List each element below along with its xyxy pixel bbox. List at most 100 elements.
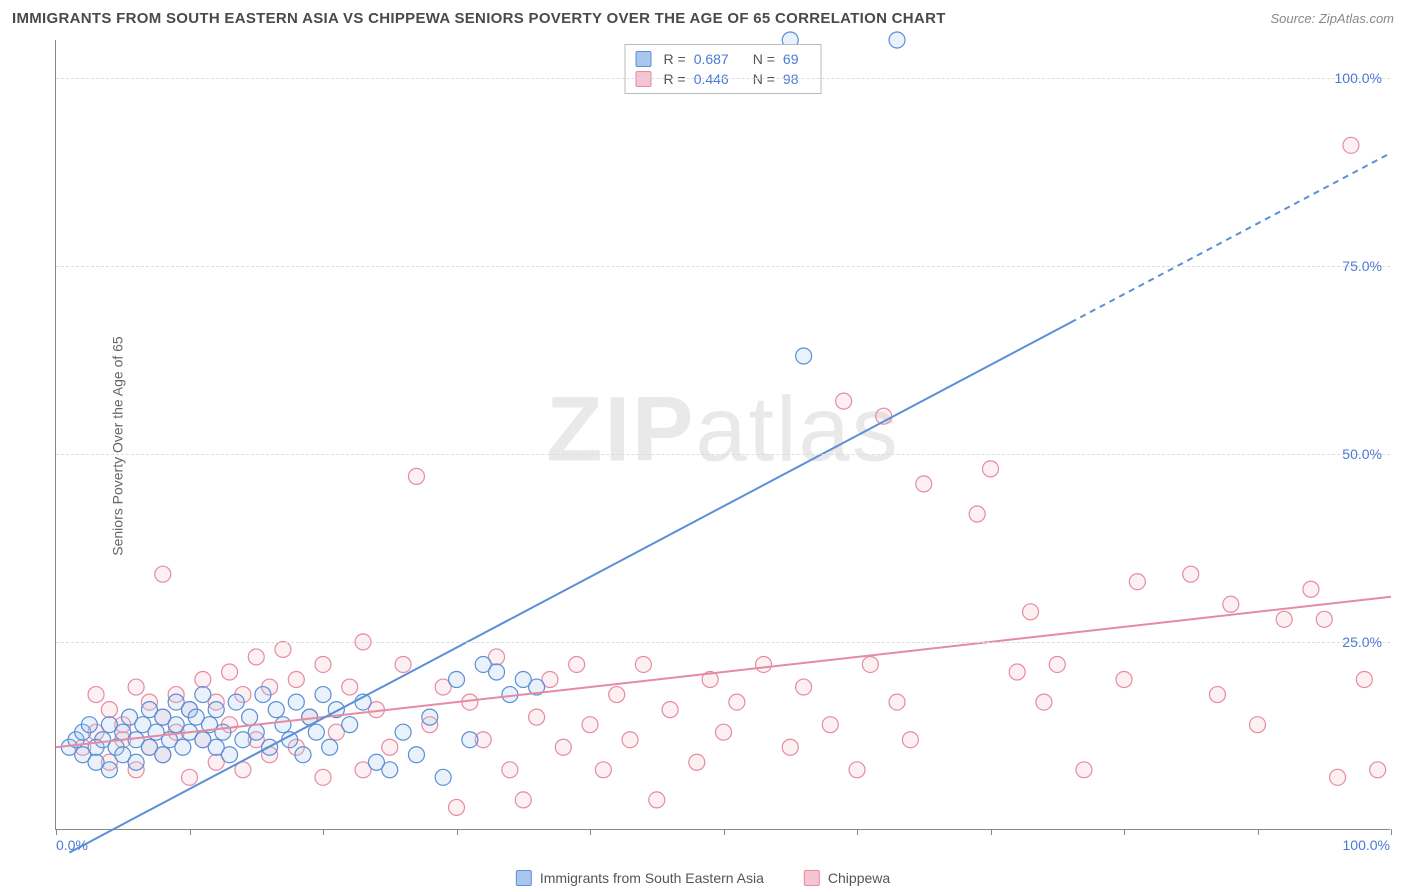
scatter-point	[689, 754, 705, 770]
scatter-point	[515, 792, 531, 808]
series1-swatch-bottom	[516, 870, 532, 886]
series2-n-value: 98	[783, 71, 799, 87]
scatter-point	[268, 702, 284, 718]
scatter-point	[916, 476, 932, 492]
n-label-2: N =	[753, 71, 775, 87]
scatter-point	[275, 717, 291, 733]
x-tick-mark	[590, 829, 591, 835]
scatter-point	[408, 468, 424, 484]
series2-swatch-bottom	[804, 870, 820, 886]
scatter-svg	[56, 40, 1390, 829]
scatter-point	[308, 724, 324, 740]
series2-r-value: 0.446	[694, 71, 729, 87]
bottom-legend: Immigrants from South Eastern Asia Chipp…	[516, 870, 890, 886]
scatter-point	[81, 717, 97, 733]
legend-item-2: Chippewa	[804, 870, 890, 886]
x-tick-mark	[56, 829, 57, 835]
scatter-point	[1370, 762, 1386, 778]
gridline-h	[56, 642, 1390, 643]
scatter-point	[849, 762, 865, 778]
legend-stats-row-1: R = 0.687 N = 69	[636, 49, 811, 69]
scatter-point	[315, 769, 331, 785]
scatter-point	[983, 461, 999, 477]
r-label: R =	[664, 51, 686, 67]
scatter-point	[502, 762, 518, 778]
scatter-point	[195, 687, 211, 703]
legend-stats-row-2: R = 0.446 N = 98	[636, 69, 811, 89]
scatter-point	[1049, 656, 1065, 672]
x-tick-mark	[457, 829, 458, 835]
scatter-point	[101, 762, 117, 778]
scatter-point	[295, 747, 311, 763]
scatter-point	[1129, 574, 1145, 590]
scatter-point	[649, 792, 665, 808]
n-label: N =	[753, 51, 775, 67]
x-tick-mark	[190, 829, 191, 835]
scatter-point	[756, 656, 772, 672]
scatter-point	[222, 664, 238, 680]
scatter-point	[862, 656, 878, 672]
scatter-point	[555, 739, 571, 755]
scatter-point	[1330, 769, 1346, 785]
scatter-point	[315, 687, 331, 703]
scatter-point	[635, 656, 651, 672]
x-tick-mark	[1124, 829, 1125, 835]
scatter-point	[315, 656, 331, 672]
scatter-point	[408, 747, 424, 763]
scatter-point	[248, 724, 264, 740]
scatter-point	[101, 702, 117, 718]
scatter-point	[449, 799, 465, 815]
scatter-point	[822, 717, 838, 733]
x-tick-label-min: 0.0%	[56, 837, 88, 853]
scatter-point	[228, 694, 244, 710]
scatter-point	[395, 656, 411, 672]
x-tick-mark	[1391, 829, 1392, 835]
x-tick-mark	[724, 829, 725, 835]
series1-n-value: 69	[783, 51, 799, 67]
chart-header: IMMIGRANTS FROM SOUTH EASTERN ASIA VS CH…	[12, 10, 1394, 27]
scatter-point	[208, 702, 224, 718]
scatter-point	[435, 769, 451, 785]
scatter-point	[782, 739, 798, 755]
gridline-h	[56, 266, 1390, 267]
trend-line-dashed	[1071, 153, 1391, 323]
x-tick-mark	[857, 829, 858, 835]
legend-item-1: Immigrants from South Eastern Asia	[516, 870, 764, 886]
source-attribution: Source: ZipAtlas.com	[1270, 11, 1394, 26]
scatter-point	[1076, 762, 1092, 778]
y-tick-label: 75.0%	[1342, 258, 1382, 274]
scatter-point	[462, 732, 478, 748]
scatter-point	[1036, 694, 1052, 710]
scatter-point	[836, 393, 852, 409]
y-tick-label: 50.0%	[1342, 446, 1382, 462]
scatter-point	[1316, 611, 1332, 627]
legend-label-1: Immigrants from South Eastern Asia	[540, 870, 764, 886]
scatter-point	[248, 649, 264, 665]
scatter-point	[595, 762, 611, 778]
scatter-point	[489, 664, 505, 680]
scatter-point	[395, 724, 411, 740]
y-tick-label: 100.0%	[1335, 70, 1382, 86]
scatter-point	[422, 709, 438, 725]
trend-line	[69, 322, 1070, 852]
legend-label-2: Chippewa	[828, 870, 890, 886]
gridline-h	[56, 78, 1390, 79]
series1-swatch	[636, 51, 652, 67]
scatter-point	[569, 656, 585, 672]
r-label-2: R =	[664, 71, 686, 87]
scatter-point	[155, 747, 171, 763]
y-tick-label: 25.0%	[1342, 634, 1382, 650]
scatter-point	[796, 348, 812, 364]
scatter-point	[175, 739, 191, 755]
scatter-point	[128, 679, 144, 695]
scatter-point	[155, 566, 171, 582]
legend-stats-box: R = 0.687 N = 69 R = 0.446 N = 98	[625, 44, 822, 94]
scatter-point	[382, 739, 398, 755]
scatter-point	[88, 687, 104, 703]
scatter-point	[242, 709, 258, 725]
scatter-point	[1343, 137, 1359, 153]
scatter-point	[128, 754, 144, 770]
scatter-point	[902, 732, 918, 748]
scatter-point	[1183, 566, 1199, 582]
scatter-point	[275, 641, 291, 657]
